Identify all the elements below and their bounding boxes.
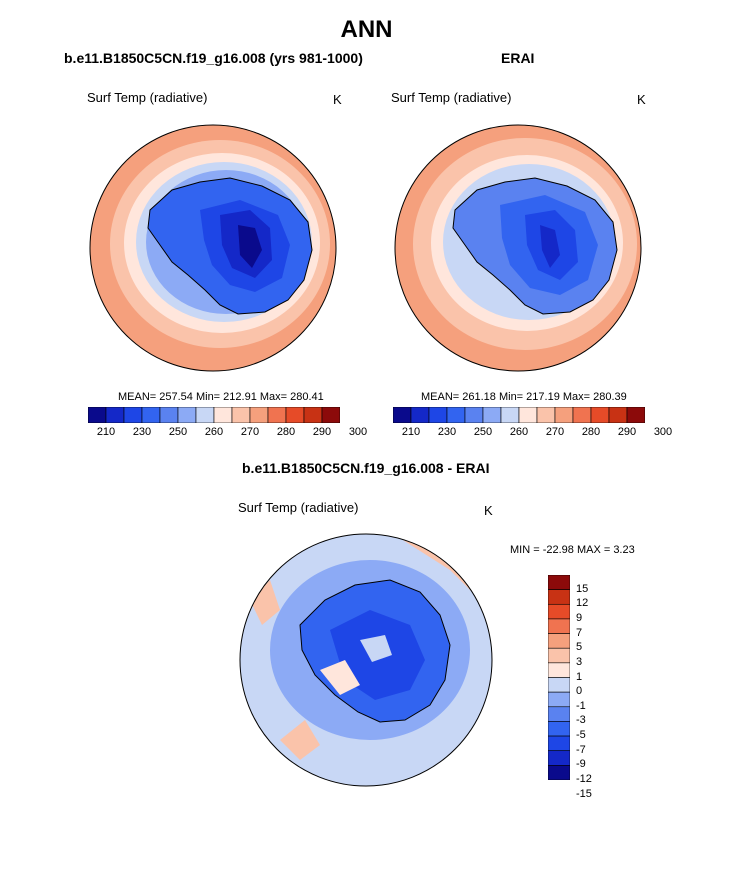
colorbar-2-swatch-8 <box>536 407 556 423</box>
colorbar-1-tick-label: 290 <box>312 426 332 438</box>
colorbar-2-tick-label: 210 <box>401 426 421 438</box>
panel-1-title: b.e11.B1850C5CN.f19_g16.008 (yrs 981-100… <box>64 50 363 66</box>
colorbar-diff-tick-label: -9 <box>576 758 586 771</box>
colorbar-diff-swatch-7 <box>548 677 570 693</box>
colorbar-diff-tick-label: 12 <box>576 597 589 610</box>
diff-map-border <box>239 533 493 787</box>
panel-2-map-border <box>394 124 642 372</box>
colorbar-diff-swatch-5 <box>548 647 570 664</box>
panel-1-units: K <box>333 92 342 107</box>
colorbar-diff-swatch-12 <box>548 750 570 766</box>
main-title: ANN <box>340 16 393 43</box>
colorbar-diff-swatch-6 <box>548 662 570 678</box>
colorbar-2-swatch-7 <box>518 407 538 423</box>
colorbar-1-tick-label: 230 <box>132 426 152 438</box>
colorbar-diff-swatch-8 <box>548 691 570 708</box>
colorbar-diff-tick-label: 1 <box>576 670 583 683</box>
colorbar-diff-swatch-13 <box>548 765 570 780</box>
panel-2-title: ERAI <box>501 50 535 66</box>
colorbar-2-swatch-5 <box>482 407 502 423</box>
colorbar-diff-tick-label: 0 <box>576 685 583 698</box>
diff-stats: MIN = -22.98 MAX = 3.23 <box>510 544 635 556</box>
colorbar-2-tick-label: 290 <box>617 426 637 438</box>
colorbar-2-swatch-11 <box>590 407 610 423</box>
colorbar-1-swatch-8 <box>231 407 251 423</box>
colorbar-1-swatch-12 <box>303 407 323 423</box>
colorbar-1-swatch-13 <box>321 407 340 423</box>
colorbar-1-swatch-11 <box>285 407 305 423</box>
colorbar-1-tick-label: 270 <box>240 426 260 438</box>
colorbar-1-tick-label: 250 <box>168 426 188 438</box>
colorbar-diff-tick-label: 15 <box>576 582 589 595</box>
colorbar-diff-swatch-1 <box>548 589 570 605</box>
colorbar-2-swatch-4 <box>464 407 484 423</box>
diff-map <box>240 534 492 786</box>
colorbar-1-tick-label: 210 <box>96 426 116 438</box>
colorbar-2-tick-label: 300 <box>653 426 673 438</box>
colorbar-1-swatch-5 <box>177 407 197 423</box>
colorbar-diff-tick-label: 9 <box>576 611 583 624</box>
colorbar-1-tick-label: 260 <box>204 426 224 438</box>
colorbar-2-tick-label: 250 <box>473 426 493 438</box>
colorbar-1-swatch-10 <box>267 407 287 423</box>
colorbar-2-swatch-6 <box>500 407 520 423</box>
colorbar-2-swatch-10 <box>572 407 592 423</box>
colorbar-1-tick-label: 300 <box>348 426 368 438</box>
colorbar-diff-tick-label: 3 <box>576 655 583 668</box>
colorbar-diff-swatch-10 <box>548 721 570 737</box>
colorbar-2-tick-label: 280 <box>581 426 601 438</box>
colorbar-1-swatch-1 <box>105 407 125 423</box>
colorbar-diff-tick-label: -7 <box>576 743 586 756</box>
colorbar-diff <box>548 575 570 780</box>
colorbar-1-tick-label: 280 <box>276 426 296 438</box>
diff-variable-label: Surf Temp (radiative) <box>238 500 359 515</box>
diff-units: K <box>484 503 493 518</box>
colorbar-1-swatch-2 <box>123 407 143 423</box>
colorbar-2-swatch-2 <box>428 407 448 423</box>
colorbar-2-swatch-3 <box>446 407 466 423</box>
diff-panel-title: b.e11.B1850C5CN.f19_g16.008 - ERAI <box>242 460 490 476</box>
colorbar-1-swatch-0 <box>88 407 107 423</box>
panel-1-map <box>90 125 336 371</box>
colorbar-diff-swatch-11 <box>548 735 570 752</box>
colorbar-diff-swatch-9 <box>548 706 570 722</box>
colorbar-2-tick-label: 270 <box>545 426 565 438</box>
colorbar-1-swatch-6 <box>195 407 215 423</box>
colorbar-1-swatch-7 <box>213 407 233 423</box>
colorbar-diff-tick-label: 7 <box>576 626 583 639</box>
panel-2-map <box>395 125 641 371</box>
panel-1-map-border <box>89 124 337 372</box>
panel-2-variable-label: Surf Temp (radiative) <box>391 90 512 105</box>
colorbar-diff-tick-label: -1 <box>576 699 586 712</box>
colorbar-diff-tick-label: 5 <box>576 641 583 654</box>
panel-1-variable-label: Surf Temp (radiative) <box>87 90 208 105</box>
colorbar-1-swatch-3 <box>141 407 161 423</box>
colorbar-2-swatch-9 <box>554 407 574 423</box>
colorbar-diff-tick-label: -3 <box>576 714 586 727</box>
panel-1-stats: MEAN= 257.54 Min= 212.91 Max= 280.41 <box>118 391 324 403</box>
panel-2-stats: MEAN= 261.18 Min= 217.19 Max= 280.39 <box>421 391 627 403</box>
colorbar-diff-tick-label: -15 <box>576 787 592 800</box>
colorbar-1 <box>88 407 340 423</box>
colorbar-2 <box>393 407 645 423</box>
colorbar-diff-swatch-0 <box>548 575 570 590</box>
colorbar-diff-tick-label: -12 <box>576 773 592 785</box>
colorbar-2-tick-label: 260 <box>509 426 529 438</box>
panel-2-units: K <box>637 92 646 107</box>
colorbar-1-swatch-9 <box>249 407 269 423</box>
colorbar-2-swatch-0 <box>393 407 412 423</box>
colorbar-diff-swatch-3 <box>548 618 570 634</box>
colorbar-2-swatch-1 <box>410 407 430 423</box>
colorbar-diff-tick-label: -5 <box>576 729 586 742</box>
colorbar-2-swatch-13 <box>626 407 645 423</box>
colorbar-diff-swatch-4 <box>548 633 570 649</box>
colorbar-2-tick-label: 230 <box>437 426 457 438</box>
colorbar-diff-swatch-2 <box>548 603 570 620</box>
colorbar-1-swatch-4 <box>159 407 179 423</box>
colorbar-2-swatch-12 <box>608 407 628 423</box>
